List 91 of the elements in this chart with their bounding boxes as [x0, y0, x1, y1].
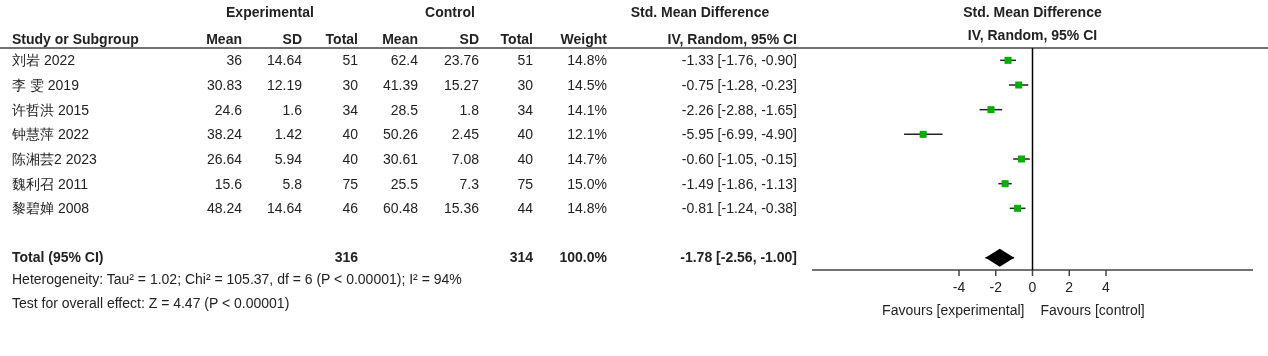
- text: Favours [experimental]: [882, 302, 1025, 318]
- text: Experimental: [226, 4, 314, 20]
- x-tick-label: 4: [1102, 279, 1111, 295]
- text: 60.48: [382, 200, 419, 216]
- text: 7.3: [459, 175, 480, 192]
- text: 刘岩 2022: [12, 52, 76, 68]
- text: 7.08: [451, 151, 480, 167]
- text: Control: [425, 4, 475, 20]
- text: 75: [342, 175, 359, 192]
- text: IV, Random, 95% CI: [667, 31, 797, 47]
- text: 51: [517, 52, 534, 68]
- text: 46: [342, 200, 359, 216]
- text: Study or Subgroup: [12, 31, 139, 47]
- text: 62.4: [390, 52, 419, 68]
- x-tick-label: -2: [989, 279, 1003, 295]
- text: 14.64: [266, 200, 303, 216]
- text: 28.5: [390, 101, 419, 118]
- text: 陈湘芸2 2023: [12, 151, 98, 167]
- text: 钟慧萍 2022: [11, 126, 90, 142]
- text: 14.1%: [567, 101, 607, 118]
- text: 40: [342, 126, 359, 142]
- text: 12.19: [266, 77, 303, 93]
- text: SD: [459, 31, 479, 47]
- text: Heterogeneity: Tau² = 1.02; Chi² = 105.37, df = 6 (P < 0.00001); I² = 94%: [12, 271, 462, 287]
- text: 30: [342, 77, 359, 93]
- text: Total: [500, 31, 533, 47]
- text: Favours [control]: [1040, 302, 1145, 318]
- text: 14.5%: [567, 77, 607, 93]
- text: 36: [226, 52, 243, 68]
- text: 50.26: [382, 126, 419, 142]
- text: 48.24: [206, 200, 243, 216]
- text: Weight: [560, 31, 608, 47]
- text: 魏利召 2011: [12, 175, 89, 192]
- text: 38.24: [206, 126, 243, 142]
- text: 314: [509, 249, 534, 265]
- text: 许哲洪 2015: [12, 101, 90, 118]
- text: -5.95 [-6.99, -4.90]: [681, 126, 797, 142]
- text: Total (95% CI): [12, 249, 104, 265]
- text: 15.27: [443, 77, 480, 93]
- text: 30.83: [206, 77, 243, 93]
- text: 34: [342, 101, 359, 118]
- text: 40: [517, 151, 534, 167]
- text: 30.61: [382, 151, 419, 167]
- text: 15.6: [214, 175, 243, 192]
- text: 1.42: [274, 126, 303, 142]
- text: SD: [282, 31, 302, 47]
- chart-subtitle: IV, Random, 95% CI: [967, 27, 1098, 43]
- text: Total: [325, 31, 358, 47]
- text: 26.64: [206, 151, 243, 167]
- text: 40: [342, 151, 359, 167]
- text: -0.60 [-1.05, -0.15]: [681, 151, 797, 167]
- text: 14.8%: [567, 200, 607, 216]
- text: 14.64: [266, 52, 303, 68]
- text: 316: [334, 249, 359, 265]
- text: -0.81 [-1.24, -0.38]: [681, 200, 797, 216]
- text: Std. Mean Difference: [630, 4, 770, 20]
- x-tick-label: 2: [1065, 279, 1074, 295]
- text: Mean: [206, 31, 242, 47]
- text: 75: [517, 175, 534, 192]
- text: Mean: [382, 31, 418, 47]
- text: 51: [342, 52, 359, 68]
- text: 黎碧婵 2008: [12, 200, 90, 216]
- text: 24.6: [214, 101, 243, 118]
- text: 李 雯 2019: [12, 77, 80, 93]
- text: 1.8: [459, 101, 480, 118]
- text: -1.78 [-2.56, -1.00]: [680, 249, 797, 265]
- text: 1.6: [282, 101, 303, 118]
- text: 30: [517, 77, 534, 93]
- text: Test for overall effect: Z = 4.47 (P < 0.00001): [12, 295, 290, 311]
- text: 41.39: [382, 77, 419, 93]
- text: 15.0%: [567, 175, 607, 192]
- text: -2.26 [-2.88, -1.65]: [681, 101, 797, 118]
- text: -1.33 [-1.76, -0.90]: [681, 52, 797, 68]
- text: 34: [517, 101, 534, 118]
- text: 2.45: [451, 126, 480, 142]
- text: 14.7%: [567, 151, 607, 167]
- x-tick-label: 0: [1028, 279, 1037, 295]
- text: 44: [517, 200, 534, 216]
- text: 14.8%: [567, 52, 607, 68]
- text: 15.36: [443, 200, 480, 216]
- text: 40: [517, 126, 534, 142]
- text: -0.75 [-1.28, -0.23]: [681, 77, 797, 93]
- chart-title: Std. Mean Difference: [963, 4, 1102, 20]
- text: 100.0%: [559, 249, 608, 265]
- text: -1.49 [-1.86, -1.13]: [681, 175, 797, 192]
- x-tick-label: -4: [952, 279, 966, 295]
- text: 5.94: [274, 151, 303, 167]
- text: 12.1%: [567, 126, 607, 142]
- text: 5.8: [282, 175, 303, 192]
- text: 23.76: [443, 52, 480, 68]
- text: 25.5: [390, 175, 419, 192]
